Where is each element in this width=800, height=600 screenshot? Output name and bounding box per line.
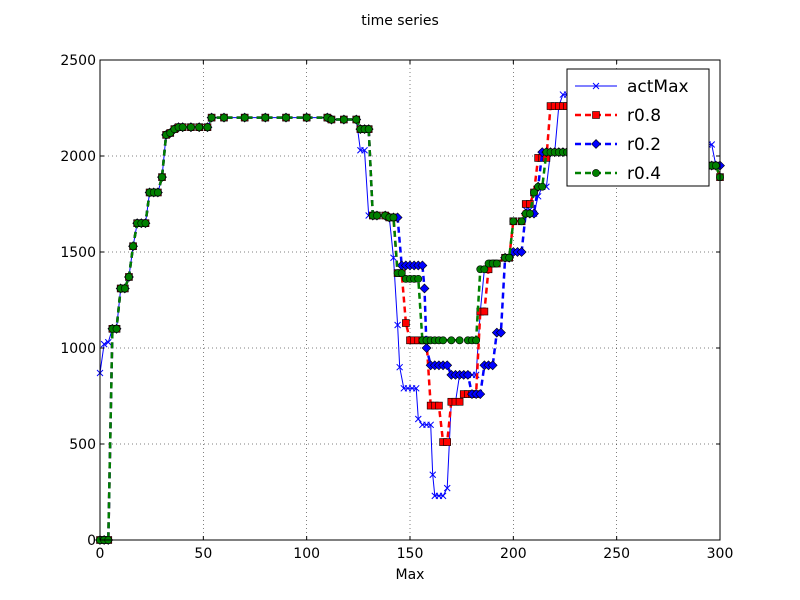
x-tick-label: 200: [500, 546, 527, 562]
data-point-r0-4: [187, 123, 195, 132]
data-point-r0-8: [455, 397, 464, 406]
data-point-actmax: [394, 321, 401, 329]
data-point-r0-4: [125, 273, 133, 281]
y-tick-label: 1000: [60, 341, 96, 357]
data-point-actmax: [100, 340, 108, 348]
data-point-r0-4: [178, 123, 187, 132]
data-point-r0-8: [526, 200, 534, 208]
chart-title: time series: [361, 13, 439, 29]
data-point-actmax: [708, 141, 716, 148]
x-axis-label: Max: [396, 567, 425, 583]
y-tick-label: 2000: [60, 149, 96, 165]
data-point-r0-4: [195, 123, 204, 132]
x-tick-label: 50: [194, 546, 212, 562]
data-point-r0-4: [509, 217, 518, 226]
data-point-r0-4: [141, 219, 150, 228]
y-tick-label: 1500: [60, 245, 96, 261]
x-tick-label: 100: [293, 546, 320, 562]
data-point-r0-8: [435, 401, 443, 410]
data-point-r0-4: [447, 336, 456, 345]
data-point-r0-2: [475, 389, 486, 400]
data-point-r0-4: [505, 253, 514, 262]
y-tick-label: 0: [87, 533, 96, 549]
y-tick-label: 500: [69, 437, 96, 453]
data-point-r0-4: [455, 336, 464, 345]
data-point-r0-4: [530, 188, 538, 197]
x-tick-label: 150: [397, 546, 424, 562]
data-point-r0-8: [402, 319, 410, 327]
data-point-r0-4: [282, 113, 290, 122]
legend-label-r0-4: r0.4: [627, 164, 661, 184]
x-tick-label: 250: [603, 546, 630, 562]
data-point-r0-8: [443, 438, 452, 446]
y-tick-label: 2500: [60, 53, 96, 69]
data-point-r0-4: [538, 182, 547, 191]
data-point-r0-4: [373, 211, 381, 220]
data-point-r0-4: [525, 209, 534, 218]
data-point-r0-2: [417, 260, 428, 271]
data-point-r0-8: [480, 307, 489, 316]
data-point-r0-4: [711, 161, 720, 170]
data-point-r0-4: [153, 188, 162, 197]
data-point-r0-4: [240, 113, 249, 122]
data-point-r0-2: [419, 283, 430, 294]
legend-label-r0-8: r0.8: [627, 106, 661, 126]
data-point-actmax: [361, 146, 368, 154]
data-point-r0-2: [421, 343, 432, 353]
data-point-r0-4: [112, 324, 121, 333]
data-point-r0-2: [487, 360, 498, 371]
data-point-actmax: [439, 492, 447, 500]
data-point-actmax: [396, 363, 404, 371]
data-point-r0-4: [129, 242, 137, 251]
data-point-r0-4: [352, 115, 361, 124]
data-point-actmax: [104, 338, 112, 346]
legend-marker-r0-8: [592, 111, 600, 119]
legend-marker-r0-2: [591, 139, 601, 149]
data-point-r0-2: [516, 247, 527, 257]
data-point-r0-4: [439, 336, 447, 345]
data-point-r0-4: [480, 265, 489, 274]
data-point-r0-4: [492, 259, 501, 268]
data-point-actmax: [443, 484, 451, 492]
legend-label-r0-2: r0.2: [627, 135, 661, 155]
axis-ticks: 0 50 100 150 200 250 300 0 500 1000 1500 2000 2500: [60, 53, 733, 562]
data-point-r0-2: [442, 360, 453, 371]
data-point-r0-4: [364, 125, 373, 134]
legend-label-actmax: actMax: [627, 77, 689, 97]
x-tick-label: 300: [707, 546, 734, 562]
data-point-r0-4: [207, 113, 216, 122]
data-point-r0-4: [397, 269, 406, 278]
data-point-actmax: [427, 421, 435, 429]
data-point-r0-4: [339, 115, 348, 124]
data-point-r0-4: [203, 123, 212, 132]
legend-marker-actmax: [592, 82, 600, 90]
legend: actMax r0.8 r0.2 r0.4: [566, 68, 710, 187]
data-point-r0-4: [158, 173, 166, 182]
data-point-actmax: [412, 384, 420, 392]
data-point-r0-4: [302, 113, 311, 122]
data-point-r0-2: [462, 369, 473, 380]
data-point-r0-4: [472, 336, 481, 345]
data-point-actmax: [414, 415, 422, 423]
x-tick-label: 0: [96, 546, 105, 562]
legend-box: [566, 68, 710, 187]
data-point-r0-4: [120, 284, 129, 293]
legend-marker-r0-4: [592, 169, 600, 177]
data-point-r0-4: [389, 213, 398, 222]
data-point-actmax: [429, 471, 437, 479]
data-point-r0-4: [220, 113, 228, 122]
data-point-r0-2: [496, 327, 506, 338]
data-point-r0-4: [517, 217, 526, 226]
data-point-r0-4: [261, 113, 270, 122]
data-point-r0-4: [414, 274, 423, 283]
data-point-r0-4: [327, 115, 336, 124]
